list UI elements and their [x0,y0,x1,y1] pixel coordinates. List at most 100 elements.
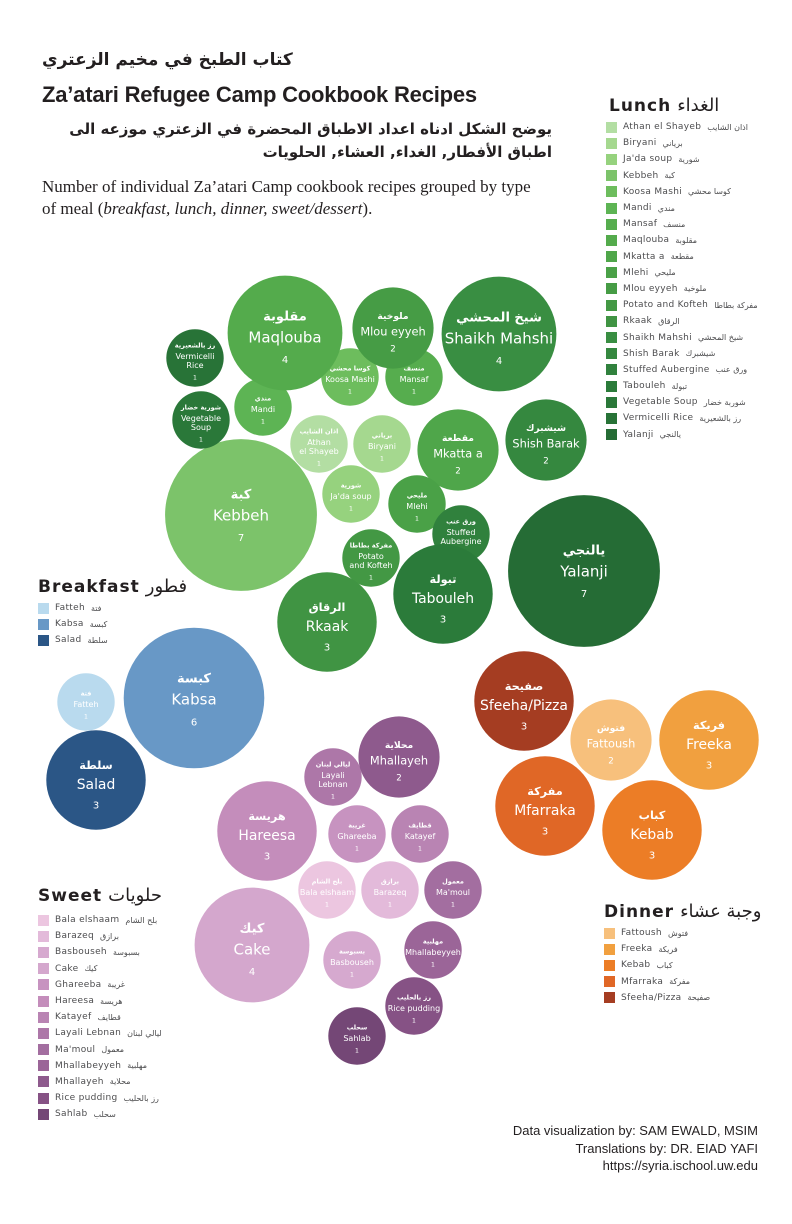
legend-label-en: Cake [55,963,79,974]
bubble-circle-shish-barak [505,399,587,481]
legend-swatch [606,186,617,198]
legend-label-en: Shaikh Mahshi [623,332,692,343]
legend-label-ar: بلح الشام [125,915,158,925]
legend-swatch [38,1044,49,1056]
bubble-label-ar: رز بالشعيرية [175,341,216,349]
bubble-label-en: Layali [321,771,345,780]
legend-label-ar: الرقاق [658,316,680,326]
legend-label-en: Fattoush [621,928,662,939]
legend-label-ar: ورق عنب [715,365,748,375]
legend-swatch [604,927,615,939]
bubble-circle-rkaak [277,572,377,672]
bubble-value: 1 [369,574,373,581]
lunch-legend-title-ar: الغداء [677,95,720,116]
bubble-label-en: Rkaak [306,619,350,635]
legend-label-en: Rice pudding [55,1093,118,1104]
bubble-label-ar: سلطة [79,759,112,772]
bubble-label-ar: رز بالحليب [397,994,431,1002]
bubble-label-en: Mandi [251,405,275,414]
legend-label-ar: تبولة [671,381,688,391]
legend-swatch [604,943,615,955]
bubble-circle-sfeeha-pizza [474,651,574,751]
legend-item-fattoush: Fattoush فتوش [604,925,710,941]
lunch-legend: Athan el Shayeb اذان الشايب Biryani برياني J… [606,119,758,443]
legend-item-shish-barak: Shish Barak شيشبرك [606,346,758,362]
bubble-circle-kabsa [123,627,265,769]
bubble-label-ar: شيخ المحشي [456,310,542,325]
credits: Data visualization by: SAM EWALD, MSIM T… [513,1122,758,1175]
bubble-label-ar: كبة [231,487,252,502]
legend-label-en: Koosa Mashi [623,186,683,197]
bubble-label-ar: منسف [403,365,424,373]
legend-label-en: Vegetable Soup [623,397,698,408]
description-arabic: يوضح الشكل ادناه اعداد الاطباق المحضرة ف… [69,120,552,162]
sweet-legend-title-en: Sweet [38,886,103,906]
bubble-label-ar: تبولة [430,573,457,586]
bubble-value: 3 [542,827,548,838]
bubble-value: 1 [412,1018,416,1025]
credit-visualization: Data visualization by: SAM EWALD, MSIM [512,1123,758,1138]
legend-label-ar: مفركة بطاطا [714,300,758,310]
bubble-label-en: Rice pudding [388,1004,440,1013]
bubble-label-en: Kabsa [171,691,216,709]
bubble-label-ar: مقطعة [442,433,474,444]
legend-label-en: Hareesa [55,996,95,1007]
bubble-label-en: Fattoush [587,736,636,750]
legend-label-en: Stuffed Aubergine [623,364,710,375]
legend-label-en: Basbouseh [55,947,107,958]
bubble-value: 1 [350,972,354,979]
bubble-shish-barak: شيشبرك Shish Barak 2 [505,399,587,481]
bubble-label-en: Mlehi [406,502,427,511]
legend-label-en: Freeka [621,944,653,955]
bubble-kebab: كباب Kebab 3 [602,780,702,880]
legend-label-en: Maqlouba [623,235,670,246]
legend-swatch [38,1060,49,1072]
bubble-label-en: Salad [77,777,116,793]
legend-item-basbouseh: Basbouseh بسبوسة [38,944,162,960]
legend-swatch [606,153,617,165]
legend-item-koosa-mashi: Koosa Mashi كوسا محشي [606,184,758,200]
legend-item-fatteh: Fatteh فتة [38,600,108,616]
legend-label-en: Katayef [55,1012,92,1023]
bubble-value: 1 [355,846,359,853]
bubble-circle-ghareeba [328,805,386,863]
legend-swatch [38,930,49,942]
bubble-label-en: Mhallayeh [370,753,428,767]
bubble-label-ar: هريسة [248,810,285,823]
bubble-label-ar: شيشبرك [526,423,566,434]
legend-swatch [606,283,617,295]
legend-item-tabouleh: Tabouleh تبولة [606,378,758,394]
legend-label-ar: منسف [663,219,686,229]
bubble-ma-moul: معمول Ma'moul 1 [424,861,482,919]
bubble-label-en: Mfarraka [514,803,575,819]
legend-item-kebbeh: Kebbeh كبة [606,168,758,184]
bubble-circle-katayef [391,805,449,863]
legend-label-en: Vermicelli Rice [623,413,694,424]
bubble-circle-maqlouba [227,275,343,391]
legend-swatch [38,602,49,614]
legend-label-en: Mkatta a [623,251,665,262]
legend-swatch [606,412,617,424]
legend-item-yalanji: Yalanji يالنجي [606,427,758,443]
bubble-value: 2 [608,756,614,766]
legend-label-en: Shish Barak [623,348,680,359]
legend-label-en: Rkaak [623,316,653,327]
bubble-label-en: Koosa Mashi [325,375,375,384]
legend-label-ar: قطايف [97,1012,121,1022]
legend-swatch [38,1108,49,1120]
legend-item-maqlouba: Maqlouba مقلوبة [606,232,758,248]
bubble-basbouseh: بسبوسة Basbouseh 1 [323,931,381,989]
legend-swatch [606,267,617,279]
bubble-label-ar: ليالي لبنان [316,760,351,768]
bubble-circle-mlou-eyyeh [352,287,434,369]
bubble-label-ar: مقلوبة [263,309,307,324]
bubble-value: 4 [496,356,502,367]
bubble-circle-sahlab [328,1007,386,1065]
legend-item-freeka: Freeka فريكة [604,941,710,957]
bubble-circle-hareesa [217,781,317,881]
legend-label-ar: فتة [90,603,102,613]
legend-label-ar: ملوخية [683,284,707,294]
bubble-label-en: Ghareeba [337,832,376,841]
title-arabic: كتاب الطبخ في مخيم الزعتري [42,50,293,70]
legend-swatch [38,634,49,646]
